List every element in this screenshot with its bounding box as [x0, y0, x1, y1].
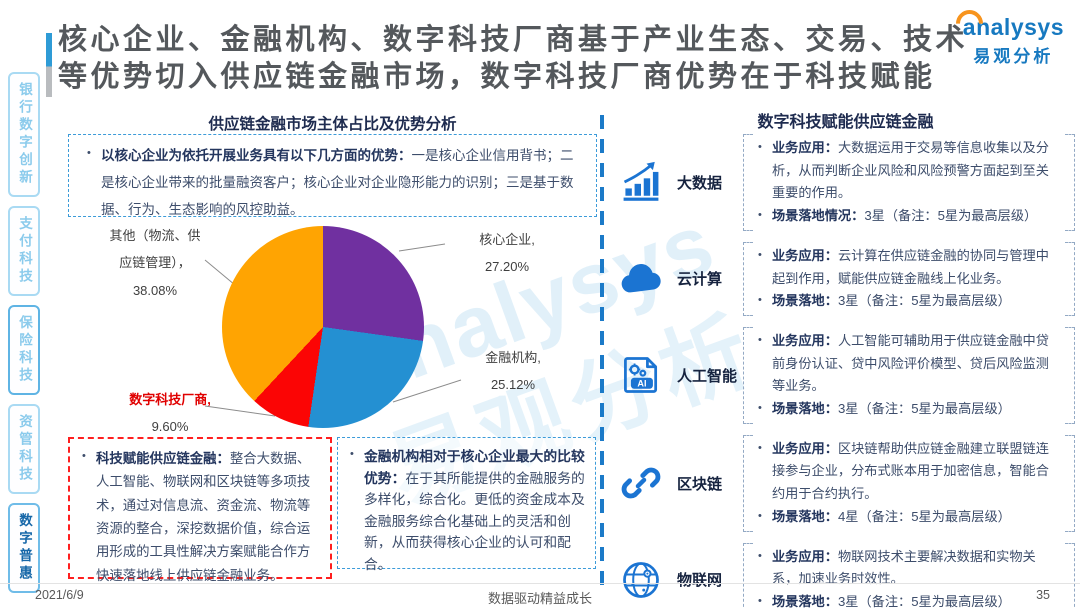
pie-label-core-enterprise: 核心企业, 27.20% [479, 232, 535, 275]
tech-label-iot: 物联网 [677, 572, 723, 590]
page-title: 核心企业、金融机构、数字科技厂商基于产业生态、交易、技术等优势切入供应链金融市场… [58, 24, 969, 93]
tech-label-big-data: 大数据 [677, 174, 723, 192]
tech-bullets-big-data: 业务应用：大数据运用于交易等信息收集以及分析，从而判断企业风险和风险预警方面起到… [743, 132, 1075, 233]
sidebar-item-bank-digital[interactable]: 银行数字创新 [8, 72, 40, 197]
pie-label-financial-institution: 金融机构, 25.12% [485, 350, 541, 393]
vertical-dashed-divider [600, 115, 604, 593]
chapter-sidebar: 银行数字创新 支付科技 保险科技 资管科技 数字普惠 [8, 72, 40, 593]
footer-tagline: 数据驱动精益成长 [487, 591, 592, 606]
financial-institution-advantage-box: 金融机构相对于核心企业最大的比较优势：在于其所能提供的金融服务的多样化，综合化。… [337, 437, 596, 572]
left-section-title: 供应链金融市场主体占比及优势分析 [208, 116, 457, 133]
market-share-pie-chart: 其他（物流、供应链管理）， 38.08% 核心企业, 27.20% 金融机构, … [65, 218, 600, 464]
bar-chart-growth-icon [617, 158, 665, 206]
tech-empowerment-bullet: 科技赋能供应链金融：整合大数据、人工智能、物联网和区块链等多项技术，通过对信息流… [80, 447, 321, 587]
pie-label-digital-tech-vendor: 数字科技厂商, 9.60% [129, 392, 211, 435]
leader-lines [204, 243, 462, 417]
advantage-bullet: 以核心企业为依托开展业务具有以下几方面的优势：一是核心企业信用背书；二是核心企业… [85, 142, 582, 223]
tech-label-blockchain: 区块链 [677, 475, 723, 493]
chain-link-icon [617, 459, 665, 507]
sidebar-item-payment-tech[interactable]: 支付科技 [8, 206, 40, 296]
ai-document-icon: AI [617, 351, 665, 399]
fin-advantage-bullet: 金融机构相对于核心企业最大的比较优势：在于其所能提供的金融服务的多样化，综合化。… [348, 446, 586, 575]
cloud-icon [617, 255, 665, 303]
tech-rows: 大数据 业务应用：大数据运用于交易等信息收集以及分析，从而判断企业风险和风险预警… [617, 132, 1075, 608]
title-accent-bar [46, 33, 52, 97]
tech-bullets-iot: 业务应用：物联网技术主要解决数据和实物关系，加速业务时效性。 场景落地：3星（备… [743, 541, 1075, 608]
tech-row-cloud: 云计算 业务应用：云计算在供应链金融的协同与管理中起到作用，赋能供应链金融线上化… [617, 240, 1075, 318]
tech-empowerment-box: 科技赋能供应链金融：整合大数据、人工智能、物联网和区块链等多项技术，通过对信息流… [68, 437, 332, 583]
tech-row-big-data: 大数据 业务应用：大数据运用于交易等信息收集以及分析，从而判断企业风险和风险预警… [617, 132, 1075, 233]
tech-row-ai: AI 人工智能 业务应用：人工智能可辅助用于供应链金融中贷前身份认证、贷中风险评… [617, 325, 1075, 426]
analysys-logo: analysys 易观分析 [950, 4, 1064, 67]
logo-wordmark-cn: 易观分析 [973, 47, 1054, 66]
pie-chart [222, 226, 424, 428]
tech-label-ai: 人工智能 [677, 367, 738, 385]
core-enterprise-advantage-box: 以核心企业为依托开展业务具有以下几方面的优势：一是核心企业信用背书；二是核心企业… [68, 134, 597, 217]
footer-date: 2021/6/9 [35, 588, 84, 602]
logo-wordmark: analysys [950, 4, 1064, 43]
sidebar-item-insurance-tech[interactable]: 保险科技 [8, 305, 40, 395]
tech-bullets-cloud: 业务应用：云计算在供应链金融的协同与管理中起到作用，赋能供应链金融线上化业务。 … [743, 240, 1075, 318]
pie-label-other: 其他（物流、供应链管理）， 38.08% [109, 228, 201, 298]
tech-bullets-ai: 业务应用：人工智能可辅助用于供应链金融中贷前身份认证、贷中风险评价模型、贷后风险… [743, 325, 1075, 426]
globe-network-icon [617, 556, 665, 604]
tech-bullets-blockchain: 业务应用：区块链帮助供应链金融建立联盟链连接参与企业，分布式账本用于加密信息，智… [743, 433, 1075, 534]
tech-row-iot: 物联网 业务应用：物联网技术主要解决数据和实物关系，加速业务时效性。 场景落地：… [617, 541, 1075, 608]
svg-text:AI: AI [637, 379, 646, 389]
tech-row-blockchain: 区块链 业务应用：区块链帮助供应链金融建立联盟链连接参与企业，分布式账本用于加密… [617, 433, 1075, 534]
tech-label-cloud: 云计算 [677, 271, 723, 289]
right-section-title: 数字科技赋能供应链金融 [757, 114, 934, 131]
page-number: 35 [1036, 588, 1050, 602]
sidebar-item-asset-mgmt-tech[interactable]: 资管科技 [8, 404, 40, 494]
footer: 2021/6/9 数据驱动精益成长 35 [0, 583, 1080, 608]
sidebar-item-digital-inclusion[interactable]: 数字普惠 [8, 503, 40, 593]
